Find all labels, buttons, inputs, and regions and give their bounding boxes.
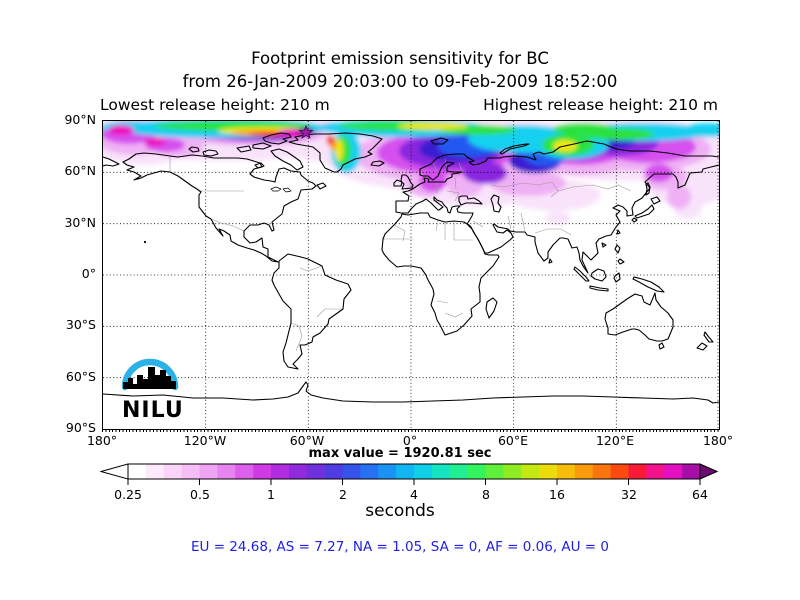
- colorbar-ticks: [127, 479, 701, 485]
- cb-tick-32: 32: [621, 487, 637, 502]
- y-tick-90N: 90°N: [64, 112, 96, 127]
- x-axis-minor-ticks: [102, 429, 720, 432]
- highest-release-height-label: Highest release height: 210 m: [483, 96, 718, 114]
- cb-tick-2: 2: [339, 487, 347, 502]
- sensitivity-plume: [103, 121, 719, 225]
- cb-tick-0.5: 0.5: [190, 487, 210, 502]
- max-value-label: max value = 1920.81 sec: [308, 446, 492, 461]
- y-tick-60S: 60°S: [65, 369, 96, 384]
- x-tick-60E: 60°E: [497, 433, 529, 448]
- plot-title-line1: Footprint emission sensitivity for BC: [251, 49, 549, 68]
- cb-tick-1: 1: [267, 487, 275, 502]
- nilu-logo-text: NILU: [122, 398, 184, 423]
- lowest-release-height-label: Lowest release height: 210 m: [100, 96, 330, 114]
- x-tick-180E: 180°: [702, 433, 734, 448]
- x-tick-120W: 120°W: [183, 433, 227, 448]
- y-tick-90S: 90°S: [65, 420, 96, 435]
- cb-tick-8: 8: [482, 487, 490, 502]
- plot-title-line2: from 26-Jan-2009 20:03:00 to 09-Feb-2009…: [182, 72, 618, 91]
- y-tick-30S: 30°S: [65, 317, 96, 332]
- graticule: [103, 121, 719, 429]
- hawaii-dot: [143, 240, 147, 244]
- colorbar-unit-label: seconds: [365, 501, 435, 521]
- nilu-logo: NILU: [121, 358, 184, 423]
- cb-tick-4: 4: [410, 487, 418, 502]
- x-tick-180W: 180°: [86, 433, 118, 448]
- x-tick-0: 0°: [402, 433, 418, 448]
- colorbar-cells: [128, 464, 701, 479]
- country-borders: [169, 156, 632, 352]
- world-map: NILU: [102, 120, 720, 430]
- cb-tick-0.25: 0.25: [114, 487, 142, 502]
- colorbar: [100, 463, 718, 489]
- nilu-logo-arc-icon: [121, 358, 179, 391]
- x-tick-120E: 120°E: [595, 433, 634, 448]
- nilu-logo-skyline-icon: [123, 367, 176, 389]
- colorbar-left-arrow: [100, 463, 129, 480]
- colorbar-right-arrow: [699, 463, 718, 480]
- coastlines: [103, 132, 719, 404]
- release-location-star-icon: [298, 124, 314, 139]
- y-tick-0: 0°: [81, 266, 96, 281]
- y-tick-30N: 30°N: [64, 215, 96, 230]
- cb-tick-64: 64: [692, 487, 708, 502]
- y-tick-60N: 60°N: [64, 163, 96, 178]
- region-totals-label: EU = 24.68, AS = 7.27, NA = 1.05, SA = 0…: [191, 539, 609, 555]
- cb-tick-16: 16: [549, 487, 565, 502]
- x-tick-60W: 60°W: [289, 433, 325, 448]
